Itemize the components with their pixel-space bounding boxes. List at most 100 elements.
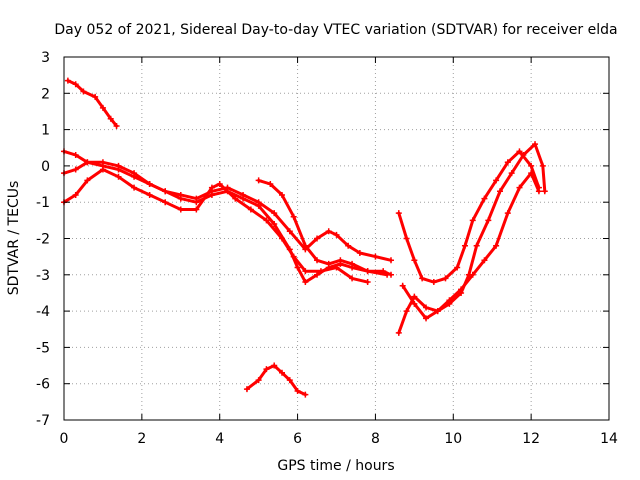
plot-series-layer [61,77,548,398]
data-point [469,217,476,224]
data-point [504,210,511,217]
data-point [290,253,297,260]
x-tick-label: 0 [60,431,69,447]
data-point [493,242,500,249]
y-tick-label: -6 [36,377,50,393]
data-point [286,228,293,235]
data-point [92,93,99,100]
data-point [314,271,321,278]
data-point [302,279,309,286]
data-point [115,173,122,180]
data-point [255,377,262,384]
data-point [411,300,418,307]
data-point [302,268,309,275]
data-point [395,329,402,336]
y-tick-label: 3 [41,50,50,66]
data-point [423,304,430,311]
data-point [290,213,297,220]
x-tick-label: 14 [600,431,618,447]
data-point [208,191,215,198]
data-point [146,181,153,188]
data-point [243,386,250,393]
data-point [317,268,324,275]
data-point [497,188,503,195]
data-point [372,253,379,260]
data-point [255,177,262,184]
data-point [279,191,285,198]
y-tick-label: -7 [36,413,50,429]
data-point [411,257,418,264]
data-point [216,181,223,188]
y-tick-label: -5 [36,340,50,356]
data-point [162,199,169,206]
data-point [541,188,548,195]
y-tick-label: 2 [41,86,50,102]
data-point [403,235,410,242]
data-series-arc-2 [62,149,393,262]
data-point [337,257,344,264]
x-axis-label: GPS time / hours [277,458,394,474]
data-point [271,220,278,227]
y-tick-label: -4 [36,304,50,320]
data-point [399,282,406,289]
data-point [99,159,106,166]
y-tick-label: -3 [36,268,50,284]
data-point [84,159,91,166]
data-point [532,141,539,148]
data-point [72,81,79,88]
data-point [279,369,285,376]
data-point [349,275,356,282]
data-point [271,362,278,369]
data-point [461,242,468,249]
data-point [302,391,309,398]
data-point [99,104,106,111]
data-point [177,195,184,202]
data-point [72,191,79,198]
data-point [302,242,309,249]
data-point [294,387,301,394]
data-point [442,275,449,282]
x-tick-label: 12 [522,431,540,447]
data-point [113,122,120,129]
data-point [508,170,515,177]
data-point [364,279,371,286]
data-point [232,195,239,202]
data-point [271,210,278,217]
data-point [72,152,79,159]
y-tick-label: 0 [41,159,50,175]
data-point [430,279,437,286]
data-point [481,257,488,264]
x-tick-label: 2 [137,431,146,447]
data-point [411,293,418,300]
data-point [356,250,363,257]
data-point [345,242,352,249]
chart-title: Day 052 of 2021, Sidereal Day-to-day VTE… [54,22,617,38]
data-point [72,166,79,173]
data-point [454,264,461,271]
data-point [131,170,138,177]
data-point [481,195,488,202]
data-point [255,202,262,209]
data-point [208,184,215,191]
data-point [333,264,340,271]
data-point [434,308,441,315]
data-point [384,271,391,278]
x-tick-label: 8 [371,431,380,447]
data-point [364,268,371,275]
data-point [403,308,410,315]
data-point [528,170,535,177]
data-point [395,210,402,217]
data-series-arc-7 [397,142,547,335]
data-series-arc-6 [245,364,307,397]
data-point [193,199,200,206]
x-tick-label: 6 [293,431,302,447]
data-point [504,159,511,166]
data-point [107,115,114,122]
data-point [314,257,321,264]
y-tick-label: -1 [36,195,50,211]
x-tick-label: 4 [215,431,224,447]
data-point [267,181,274,188]
data-point [99,166,106,173]
